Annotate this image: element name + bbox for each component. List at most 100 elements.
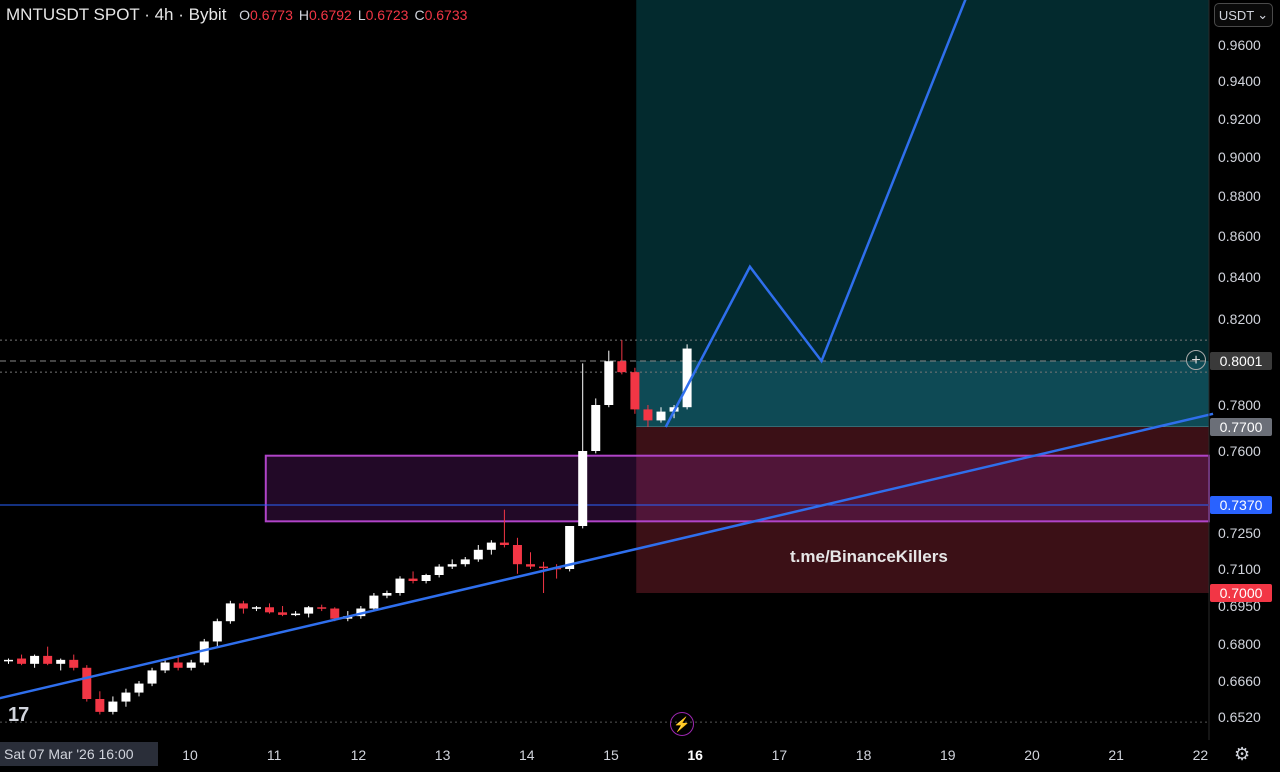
candle <box>630 367 640 414</box>
candle-body <box>369 595 379 609</box>
add-alert-icon[interactable]: + <box>1186 350 1206 370</box>
candle-body <box>95 699 105 712</box>
candle <box>291 611 301 617</box>
candle-body <box>82 667 92 699</box>
candle <box>512 537 522 574</box>
ohlc-value: 0.6723 <box>365 7 409 23</box>
price-tick-label: 0.9000 <box>1218 149 1261 165</box>
price-tick-label: 0.9600 <box>1218 37 1261 53</box>
candle <box>134 681 144 697</box>
price-tick-label: 0.6520 <box>1218 709 1261 725</box>
candle <box>212 618 222 647</box>
time-tick-label: 15 <box>603 747 619 763</box>
ohlc-label: C <box>414 7 425 23</box>
tradingview-logo-icon[interactable]: 17 <box>8 704 29 726</box>
candle-body <box>265 607 274 613</box>
candle-body <box>421 575 431 581</box>
horizontal-lines <box>0 339 1209 723</box>
candle <box>199 638 209 666</box>
candle-body <box>186 662 196 668</box>
candle <box>317 604 327 612</box>
time-tick-label: 20 <box>1024 747 1040 763</box>
candle-body <box>473 549 483 560</box>
time-tick-label: 18 <box>855 747 872 763</box>
candle-body <box>199 641 209 663</box>
time-tick-label: 17 <box>771 747 788 763</box>
candle <box>434 564 444 578</box>
price-tick-label: 0.7800 <box>1218 397 1261 413</box>
candle-body <box>317 607 327 609</box>
time-tick-label: 16 <box>687 747 703 763</box>
candle <box>656 407 666 423</box>
price-tag: 0.7370 <box>1210 496 1272 514</box>
chart-header: MNTUSDT SPOT · 4h · Bybit O0.6773 H0.6792… <box>6 5 467 25</box>
candle-body <box>486 542 496 550</box>
candle <box>421 573 431 584</box>
candle <box>30 654 40 668</box>
candle-body <box>212 621 222 642</box>
candle-body <box>656 411 666 421</box>
price-tick-label: 0.9400 <box>1218 73 1261 89</box>
candle <box>473 545 483 562</box>
price-tick-label: 0.6660 <box>1218 673 1261 689</box>
ohlc-label: L <box>357 7 366 23</box>
price-tick-label: 0.8800 <box>1218 188 1261 204</box>
candle-body <box>304 607 314 614</box>
price-tag: 0.7700 <box>1210 418 1272 436</box>
candle <box>238 600 248 614</box>
gear-icon[interactable]: ⚙ <box>1234 744 1251 764</box>
candles <box>4 340 692 715</box>
lightning-icon[interactable]: ⚡ <box>670 712 694 736</box>
candle-body <box>682 348 692 408</box>
candle <box>408 571 418 584</box>
candle <box>17 654 27 666</box>
ohlc-value: 0.6792 <box>309 7 352 23</box>
candle <box>617 340 627 375</box>
price-tag: 0.7000 <box>1210 584 1272 602</box>
candle <box>186 659 196 671</box>
currency-label: USDT <box>1218 7 1255 23</box>
candle <box>4 658 13 664</box>
candle <box>160 659 170 674</box>
drawn-lines <box>0 0 1214 700</box>
candle-body <box>630 372 640 410</box>
candle-body <box>539 566 549 569</box>
candle-body <box>251 607 261 609</box>
candle <box>460 557 470 567</box>
time-tick-label: 14 <box>519 747 535 763</box>
watermark-text: t.me/BinanceKillers <box>790 547 948 566</box>
candle <box>278 606 288 617</box>
candle-body <box>291 613 301 616</box>
currency-button[interactable]: USDT ⌄ <box>1214 3 1273 27</box>
candle-body <box>382 593 392 596</box>
candle-body <box>395 578 405 593</box>
time-tick-label: 19 <box>940 747 956 763</box>
target-upper-zone <box>636 0 1209 361</box>
ohlc-value: 0.6733 <box>424 7 468 23</box>
candle <box>395 576 405 596</box>
crosshair-date-label: Sat 07 Mar '26 16:00 <box>0 742 158 766</box>
candle <box>643 405 653 427</box>
candle-body <box>56 659 66 664</box>
candle <box>486 540 496 555</box>
price-tick-label: 0.9200 <box>1218 111 1261 127</box>
candle-body <box>512 545 522 565</box>
trendline <box>0 412 1214 700</box>
ohlc-readout: O0.6773 H0.6792 L0.6723 C0.6733 <box>231 5 467 24</box>
time-tick-label: 21 <box>1108 747 1124 763</box>
candle-body <box>17 658 27 664</box>
candle <box>539 561 549 593</box>
candle-body <box>4 659 13 662</box>
candle-body <box>330 608 340 619</box>
candle <box>225 600 235 624</box>
candle-body <box>434 566 444 575</box>
candle <box>251 606 261 612</box>
candle-body <box>160 662 170 671</box>
candle <box>56 658 66 671</box>
candle <box>121 688 131 707</box>
symbol-title: MNTUSDT SPOT · 4h · Bybit <box>6 5 227 24</box>
candle <box>108 696 118 715</box>
time-tick-label: 12 <box>350 747 367 763</box>
candle <box>173 657 183 671</box>
